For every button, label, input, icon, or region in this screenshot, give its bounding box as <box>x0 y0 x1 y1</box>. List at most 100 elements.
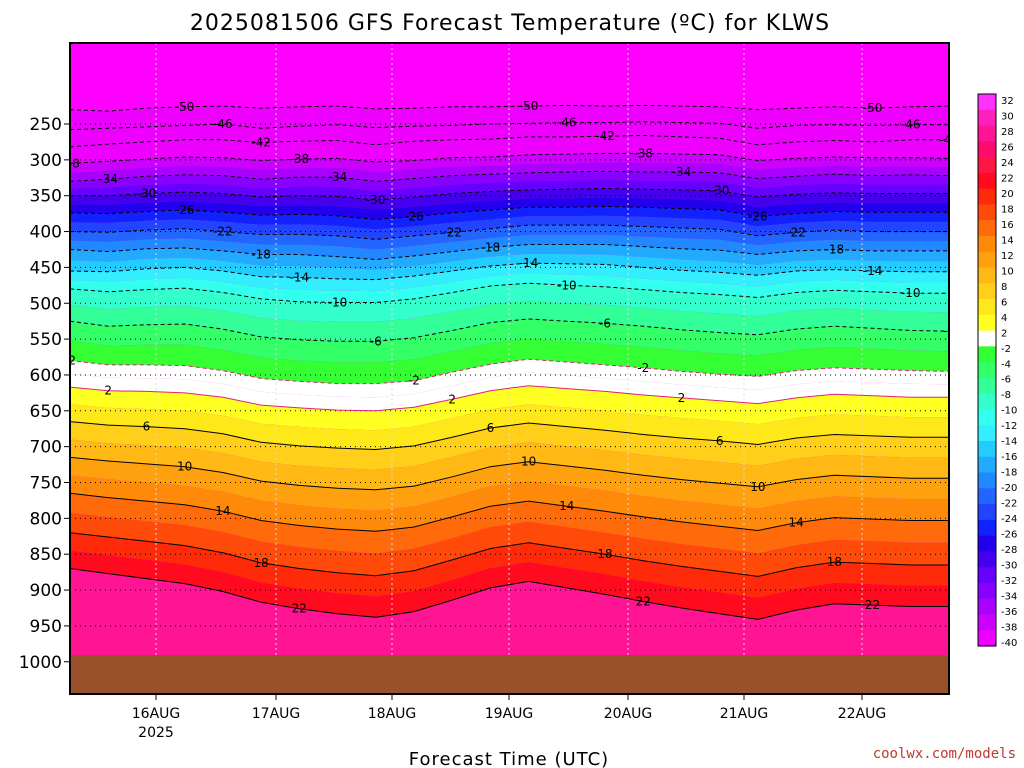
isotherm-label: -34 <box>328 170 348 184</box>
band <box>70 128 949 147</box>
y-tick-label: 600 <box>30 366 62 386</box>
isotherm-label: 10 <box>177 460 192 474</box>
y-tick-label: 750 <box>30 474 62 494</box>
isotherm-label: -26 <box>404 209 424 223</box>
colorbar-label: -18 <box>1001 468 1017 479</box>
colorbar-label: -4 <box>1001 359 1011 370</box>
isotherm-label: -30 <box>366 193 386 207</box>
isotherm-label: -6 <box>943 324 955 338</box>
y-tick-label: 250 <box>30 115 62 135</box>
isotherm-label: 22 <box>865 598 880 612</box>
x-axis: 16AUG 17AUG 18AUG 19AUG 20AUG 21AUG 22AUG 2025 <box>132 694 887 741</box>
colorbar-swatch <box>978 393 996 411</box>
y-tick-label: 550 <box>30 330 62 350</box>
isotherm-label: -6 <box>599 316 611 330</box>
band-top <box>70 43 949 112</box>
isotherm-label: -6 <box>370 334 382 348</box>
chart-title: 2025081506 GFS Forecast Temperature (ºC)… <box>190 11 830 36</box>
band <box>70 359 949 398</box>
isotherm-label: -42 <box>939 133 959 147</box>
y-tick-label: 900 <box>30 581 62 601</box>
isotherm-label: -14 <box>863 264 883 278</box>
isotherm-label: 10 <box>750 480 765 494</box>
isotherm-label: -38 <box>60 156 80 170</box>
colorbar-swatch <box>978 551 996 568</box>
isotherm-line <box>70 532 949 577</box>
colorbar-swatch <box>978 94 996 111</box>
isotherm-lines: -50 -50 -50 -46 -46 -46 -42 -42 -42 -38 -38 -38 -34 -… <box>60 99 959 620</box>
isotherm-label: 2 <box>104 384 112 398</box>
isotherm-label: -10 <box>901 286 921 300</box>
isotherm-label: 6 <box>487 421 495 435</box>
band <box>70 273 949 303</box>
colorbar-label: -8 <box>1001 390 1011 401</box>
colorbar-label: 26 <box>1001 143 1014 154</box>
colorbar-label: -26 <box>1001 530 1017 541</box>
colorbar-label: 12 <box>1001 251 1014 262</box>
x-axis-label: Forecast Time (UTC) <box>409 749 609 768</box>
colorbar-label: 24 <box>1001 158 1014 169</box>
isotherm-label: -26 <box>748 209 768 223</box>
colorbar-swatch <box>978 362 996 379</box>
colorbar-label: -36 <box>1001 607 1017 618</box>
colorbar-swatch <box>978 314 996 332</box>
colorbar-swatch <box>978 346 996 363</box>
colorbar-label: -14 <box>1001 437 1017 448</box>
colorbar-swatch <box>978 299 996 316</box>
isotherm-label: -50 <box>863 101 883 115</box>
isotherm-label: -18 <box>481 240 501 254</box>
isotherm-label: -50 <box>175 100 195 114</box>
colorbar-swatch <box>978 456 996 474</box>
isotherm-label: -38 <box>633 146 653 160</box>
isotherm-line <box>70 385 949 412</box>
colorbar-swatch <box>978 141 996 158</box>
isotherm-line <box>70 568 949 620</box>
y-tick-label: 350 <box>30 187 62 207</box>
isotherm-label: -2 <box>64 354 76 368</box>
band <box>70 439 949 490</box>
isotherm-label: 18 <box>253 556 268 570</box>
colorbar: 32 30 28 26 24 22 20 18 16 14 12 10 8 6 4 2 -2 -4 -6 -8 -10 -… <box>977 93 1017 649</box>
isotherm-label: -10 <box>328 296 348 310</box>
colorbar-label: -2 <box>1001 344 1011 355</box>
x-tick-label: 18AUG <box>368 706 417 722</box>
band <box>70 319 949 363</box>
colorbar-label: 32 <box>1001 96 1014 107</box>
band <box>70 421 949 470</box>
isotherm-label: 14 <box>788 516 803 530</box>
band <box>70 234 949 260</box>
colorbar-label: 22 <box>1001 173 1014 184</box>
band <box>70 385 949 431</box>
band <box>70 263 949 292</box>
colorbar-label: -6 <box>1001 375 1011 386</box>
isotherm-label: -22 <box>442 225 462 239</box>
colorbar-label: 8 <box>1001 282 1007 293</box>
colorbar-swatch <box>978 330 996 347</box>
colorbar-swatch <box>978 109 996 127</box>
x-tick-label: 16AUG <box>132 706 181 722</box>
band <box>70 301 949 342</box>
colorbar-label: -20 <box>1001 483 1017 494</box>
y-tick-label: 300 <box>30 151 62 171</box>
colorbar-label: 18 <box>1001 204 1014 215</box>
y-axis: 250 300 350 400 450 500 550 600 650 700 750 800 850 9… <box>19 115 70 673</box>
isotherm-label: 2 <box>678 391 686 405</box>
colorbar-label: -34 <box>1001 592 1017 603</box>
isotherm-label: -50 <box>519 99 539 113</box>
colorbar-label: -32 <box>1001 576 1017 587</box>
x-tick-label: 22AUG <box>838 706 887 722</box>
colorbar-label: 28 <box>1001 127 1014 138</box>
colorbar-swatch <box>978 220 996 237</box>
colorbar-swatch <box>978 125 996 142</box>
colorbar-swatch <box>978 504 996 521</box>
colorbar-swatch <box>978 251 996 269</box>
band <box>70 550 949 620</box>
x-tick-year: 2025 <box>138 725 174 741</box>
ground-below-surface <box>70 655 949 694</box>
band <box>70 113 949 130</box>
band <box>70 244 949 270</box>
colorbar-swatch <box>978 377 996 395</box>
colorbar-swatch <box>978 409 996 426</box>
isotherm-label: -42 <box>251 136 271 150</box>
